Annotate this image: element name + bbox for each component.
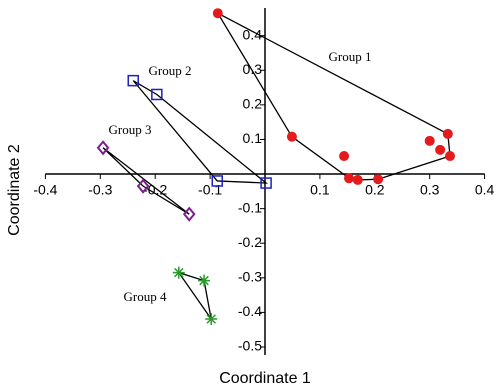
group-hull [132, 80, 269, 184]
y-tick-label: -0.3 [238, 269, 262, 285]
group-label: Group 1 [329, 49, 372, 64]
y-tick-label: -0.5 [238, 338, 262, 354]
group-label: Group 2 [149, 63, 192, 78]
point [352, 174, 363, 185]
x-tick-label: 0.2 [365, 182, 385, 198]
y-tick-label: -0.4 [238, 303, 262, 319]
point [96, 140, 110, 156]
point [151, 88, 163, 101]
point [435, 144, 446, 155]
x-axis-label: Coordinate 1 [219, 370, 311, 387]
group-label: Group 4 [124, 289, 167, 304]
point [445, 151, 456, 162]
point [373, 174, 384, 185]
y-tick-label: 0.1 [243, 130, 263, 146]
y-tick-label: 0.3 [243, 61, 263, 77]
point [424, 135, 435, 146]
point [260, 177, 272, 189]
point [343, 173, 354, 184]
point [198, 274, 211, 287]
y-tick-label: 0.2 [243, 96, 263, 112]
x-tick-label: -0.3 [88, 182, 112, 198]
x-tick-label: 0.3 [420, 182, 440, 198]
group-label: Group 3 [109, 122, 152, 137]
y-tick-label: -0.2 [238, 234, 262, 250]
point [136, 178, 150, 194]
y-tick-label: 0.4 [243, 26, 263, 42]
x-tick-label: -0.2 [143, 182, 167, 198]
point [182, 206, 196, 222]
point [286, 131, 297, 142]
x-tick-label: 0.1 [310, 182, 330, 198]
y-axis-label: Coordinate 2 [6, 144, 23, 236]
point [127, 74, 139, 87]
point [339, 151, 350, 162]
point [205, 312, 218, 325]
group-hull [177, 271, 212, 320]
x-tick-label: -0.1 [198, 182, 222, 198]
y-tick-label: -0.1 [238, 199, 262, 215]
group-hull [102, 147, 190, 215]
point [172, 266, 185, 279]
x-tick-label: 0.4 [475, 182, 495, 198]
point [212, 8, 223, 19]
x-tick-label: -0.4 [33, 182, 57, 198]
point [442, 128, 453, 139]
point [211, 175, 223, 187]
